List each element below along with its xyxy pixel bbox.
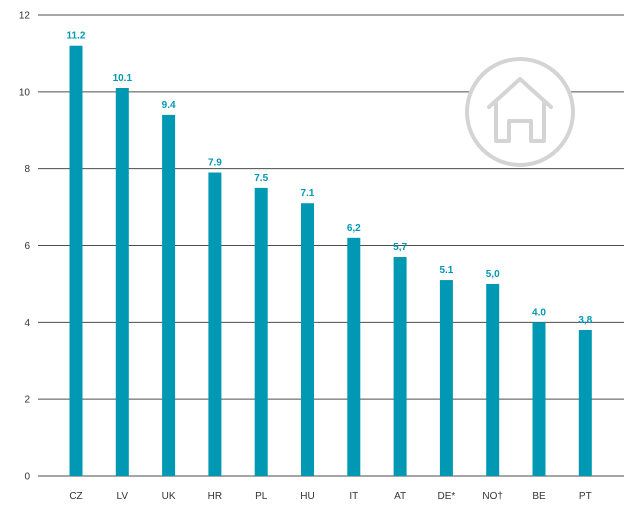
bar-lv [115, 87, 129, 476]
data-label: 9.4 [162, 100, 176, 111]
bar-pl [254, 187, 268, 476]
bar-hr [208, 172, 222, 476]
bar-at [393, 257, 407, 476]
x-axis-ticks: CZ LV UK HR PL HU IT AT DE* NO† BE PT [69, 491, 591, 502]
y-tick-label: 8 [24, 164, 30, 175]
bar-uk [162, 114, 176, 476]
y-axis-ticks: 0 2 4 6 8 10 12 [19, 11, 31, 483]
x-tick-label: HU [300, 491, 314, 502]
y-tick-label: 2 [24, 395, 30, 406]
x-tick-label: BE [532, 491, 546, 502]
x-tick-label: LV [117, 491, 129, 502]
x-tick-label: IT [349, 491, 358, 502]
data-label: 3,8 [578, 315, 592, 326]
x-tick-label: DE* [438, 491, 456, 502]
y-tick-label: 6 [24, 241, 30, 252]
data-label: 7.5 [254, 173, 268, 184]
bar-be [532, 322, 546, 476]
data-label: 6,2 [347, 223, 361, 234]
data-label: 4.0 [532, 307, 546, 318]
data-label: 5,0 [486, 269, 500, 280]
y-tick-label: 0 [24, 472, 30, 483]
x-tick-label: UK [162, 491, 176, 502]
bar-pt [578, 330, 592, 476]
x-tick-label: PL [255, 491, 268, 502]
data-label: 5,7 [393, 242, 407, 253]
x-tick-label: CZ [69, 491, 82, 502]
house-icon [465, 57, 575, 167]
y-tick-label: 10 [19, 87, 31, 98]
bar-it [347, 237, 361, 476]
gridlines [38, 14, 624, 477]
bar-no [486, 283, 500, 476]
bar-de [439, 280, 453, 476]
x-tick-label: NO† [482, 491, 503, 502]
data-label: 7.9 [208, 158, 222, 169]
data-label: 7.1 [301, 188, 315, 199]
data-label: 11.2 [67, 31, 86, 42]
y-tick-label: 4 [24, 318, 30, 329]
data-label: 5.1 [439, 265, 453, 276]
x-tick-label: PT [579, 491, 592, 502]
bar-hu [301, 203, 314, 476]
data-label: 10.1 [113, 73, 133, 84]
data-labels: 11.2 10.1 9.4 7.9 7.5 7.1 6,2 5,7 5.1 5,0 4.0 3,8 [67, 31, 593, 326]
bar-cz [69, 45, 83, 476]
bars [69, 45, 592, 476]
x-tick-label: HR [208, 491, 222, 502]
y-tick-label: 12 [19, 11, 31, 22]
x-tick-label: AT [394, 491, 406, 502]
